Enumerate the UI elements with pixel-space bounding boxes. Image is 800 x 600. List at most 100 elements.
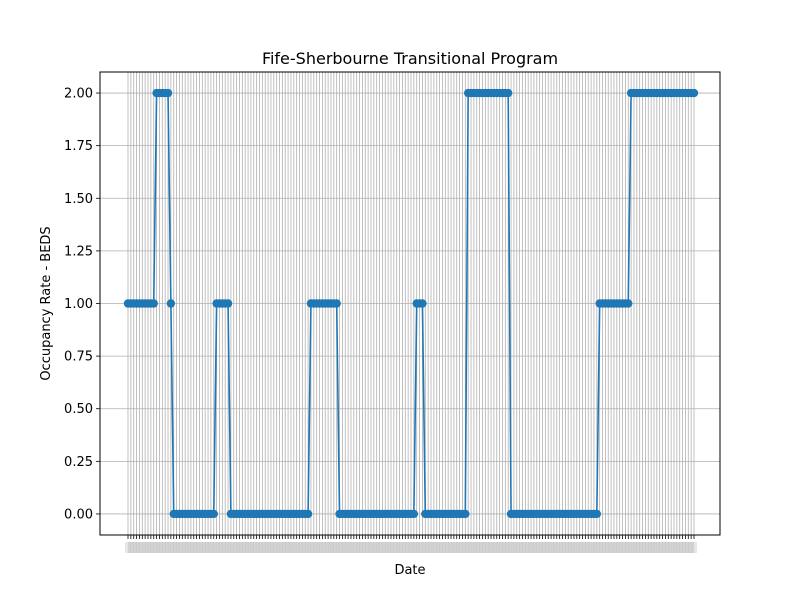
x-tick-label — [588, 542, 595, 553]
x-tick-label — [245, 542, 252, 553]
x-tick-label — [485, 542, 492, 553]
x-tick-label — [473, 542, 480, 553]
x-tick-label — [619, 542, 626, 553]
x-tick-label — [499, 542, 506, 553]
data-point — [461, 509, 470, 519]
x-tick-label — [439, 542, 446, 553]
x-tick-label — [356, 542, 363, 553]
x-tick-label — [482, 542, 489, 553]
y-tick-label: 0.00 — [64, 507, 93, 522]
x-tick-label — [153, 542, 160, 553]
y-tick-label: 0.75 — [64, 350, 93, 365]
x-tick-label — [425, 542, 432, 553]
x-tick-label — [456, 542, 463, 553]
x-tick-label — [370, 542, 377, 553]
x-tick-label — [516, 542, 523, 553]
x-tick-label — [142, 542, 149, 553]
x-tick-label — [525, 542, 532, 553]
data-point — [223, 299, 233, 308]
x-tick-label — [293, 542, 300, 553]
x-tick-label — [408, 542, 414, 553]
y-tick-label: 0.25 — [64, 455, 93, 470]
x-tick-label — [250, 542, 257, 553]
x-tick-label — [673, 542, 680, 553]
x-tick-label — [490, 542, 497, 553]
x-tick-label — [542, 542, 549, 553]
x-tick-label — [513, 542, 520, 553]
x-tick-label — [462, 542, 469, 553]
x-tick-label — [579, 542, 586, 553]
x-tick-label — [653, 542, 660, 553]
y-tick-label: 1.75 — [64, 139, 93, 154]
x-tick-label — [156, 542, 163, 553]
x-tick-label — [165, 542, 172, 553]
x-tick-label — [336, 542, 343, 553]
x-tick-label — [167, 542, 174, 553]
x-tick-label — [302, 542, 309, 553]
x-tick-label — [379, 542, 386, 553]
x-tick-label — [636, 542, 643, 553]
x-tick-label — [553, 542, 560, 553]
x-tick-label — [162, 542, 169, 553]
x-tick-label — [202, 542, 209, 553]
x-tick-label — [613, 542, 620, 553]
x-tick-label — [285, 542, 292, 553]
x-tick-label — [310, 542, 317, 553]
x-tick-label — [608, 542, 615, 553]
x-tick-label — [133, 542, 140, 553]
x-tick-label — [413, 542, 420, 553]
x-tick-label — [353, 542, 360, 553]
x-tick-label — [176, 542, 183, 553]
x-tick-label — [428, 542, 435, 553]
data-point — [303, 509, 313, 519]
y-tick-label: 0.50 — [64, 402, 93, 417]
x-tick-label — [253, 542, 260, 553]
x-tick-label — [533, 542, 540, 553]
x-tick-label — [528, 542, 535, 553]
x-tick-label — [536, 542, 543, 553]
x-tick-label — [448, 542, 455, 553]
x-tick-label — [179, 542, 186, 553]
x-tick-label — [405, 542, 412, 553]
x-tick-label — [682, 542, 689, 553]
x-tick-label — [136, 542, 143, 553]
x-tick-label — [630, 542, 637, 553]
data-point — [418, 299, 427, 308]
x-tick-label — [576, 542, 583, 553]
x-tick-label — [650, 542, 657, 553]
x-tick-label — [173, 542, 180, 553]
x-tick-label — [159, 542, 166, 553]
x-tick-label — [508, 542, 515, 553]
x-tick-label — [470, 542, 477, 553]
x-tick-label — [145, 542, 152, 553]
x-tick-label — [570, 542, 577, 553]
x-tick-label — [362, 542, 369, 553]
x-tick-label — [393, 542, 400, 553]
x-tick-label — [502, 542, 509, 553]
x-tick-label — [422, 542, 429, 553]
y-tick-label: 2.00 — [64, 87, 93, 102]
x-tick-label — [267, 542, 274, 553]
data-point — [209, 509, 218, 519]
data-point — [163, 88, 173, 98]
y-tick-label: 1.25 — [64, 244, 93, 259]
x-tick-label — [639, 542, 646, 553]
x-tick-label — [468, 542, 475, 553]
x-tick-label — [347, 542, 354, 553]
x-axis-ticks — [125, 535, 697, 553]
x-tick-label — [273, 542, 280, 553]
x-tick-label — [270, 542, 277, 553]
x-tick-label — [205, 542, 212, 553]
x-tick-label — [139, 542, 146, 553]
x-tick-label — [325, 542, 332, 553]
x-tick-label — [496, 542, 503, 553]
x-tick-label — [545, 542, 552, 553]
x-tick-label — [265, 542, 272, 553]
x-tick-label — [330, 542, 337, 553]
x-tick-label — [225, 542, 232, 553]
x-tick-label — [670, 542, 677, 553]
x-tick-label — [316, 542, 323, 553]
x-tick-label — [450, 542, 457, 553]
x-tick-label — [279, 542, 286, 553]
y-tick-label: 1.00 — [64, 297, 93, 312]
